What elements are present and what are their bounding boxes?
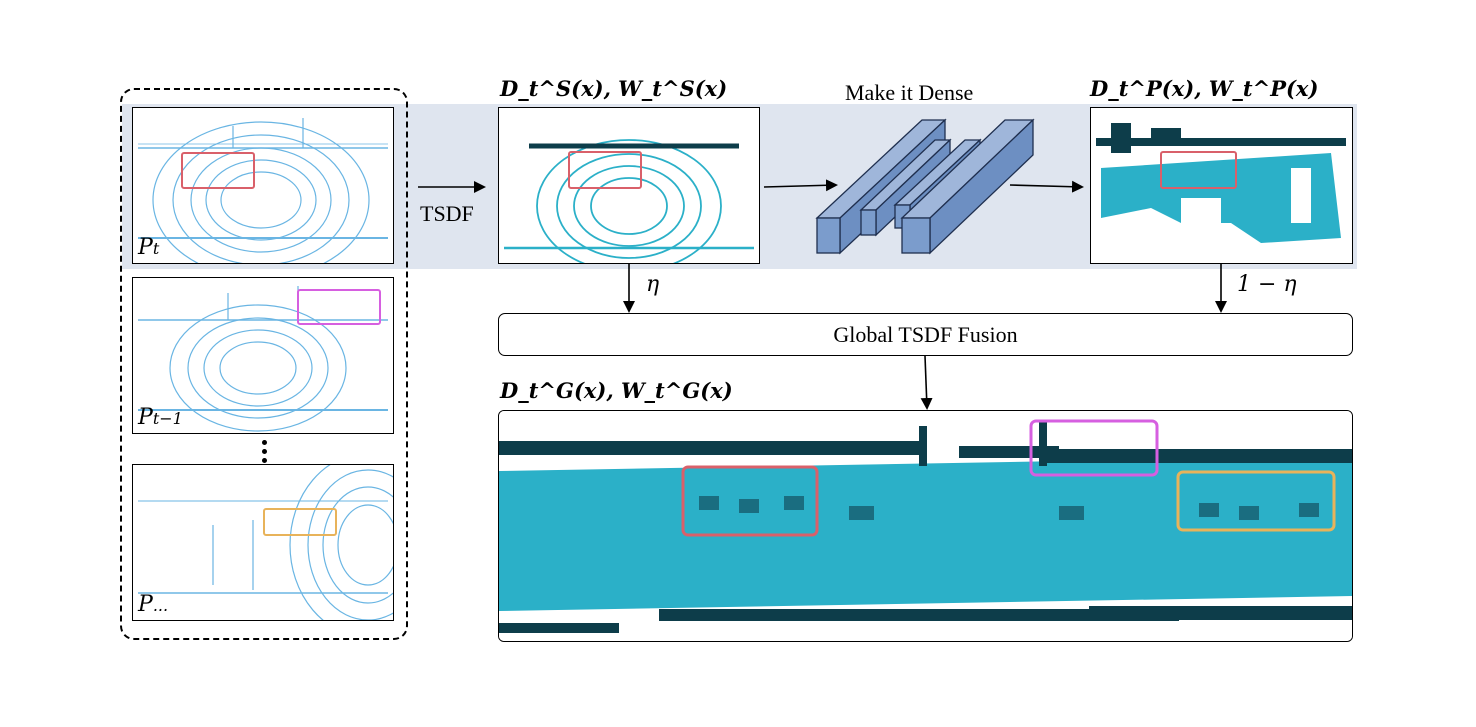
- highlight-magenta-box: [297, 289, 381, 325]
- sparse-tsdf-label: D_t^S(x), W_t^S(x): [500, 76, 728, 101]
- eta-weight-label: η: [646, 272, 660, 297]
- frame-label-earlier: P...: [138, 592, 169, 617]
- input-scan-earlier: P...: [132, 464, 394, 621]
- input-scan-t: Pt: [132, 107, 394, 264]
- scan-t-points: [138, 118, 388, 263]
- arrow-fusion-to-global: [920, 355, 933, 410]
- global-tsdf-label: D_t^G(x), W_t^G(x): [500, 378, 733, 403]
- predicted-tsdf-label: D_t^P(x), W_t^P(x): [1090, 76, 1319, 101]
- input-scans-group: [120, 88, 408, 640]
- scan-earlier-points: [138, 465, 393, 620]
- sparse-highlight-box: [568, 151, 642, 189]
- global-highlight-red: [681, 465, 819, 537]
- sparse-tsdf-points: [504, 139, 754, 263]
- predicted-tsdf-panel: [1090, 107, 1353, 264]
- ellipsis-dots: [262, 440, 268, 467]
- sparse-tsdf-panel: [498, 107, 760, 264]
- one-minus-eta-weight-label: 1 − η: [1237, 272, 1297, 297]
- frame-label-t-minus-1: Pt−1: [138, 405, 183, 430]
- global-highlight-magenta: [1029, 419, 1159, 477]
- arrow-network-to-predicted: [1009, 180, 1084, 193]
- make-it-dense-title: Make it Dense: [845, 80, 974, 105]
- input-scan-t-minus-1: Pt−1: [132, 277, 394, 434]
- global-tsdf-map-panel: [498, 410, 1353, 642]
- tsdf-label: TSDF: [420, 201, 474, 226]
- global-tsdf-map: [499, 411, 1352, 641]
- frame-label-t: Pt: [138, 235, 160, 260]
- highlight-red-box: [181, 152, 255, 189]
- highlight-orange-box: [263, 508, 337, 536]
- scan-t-minus-1-points: [138, 286, 388, 432]
- global-highlight-orange: [1176, 470, 1336, 532]
- global-tsdf-fusion-box: Global TSDF Fusion: [498, 313, 1353, 356]
- predicted-highlight-box: [1160, 151, 1237, 189]
- arrow-sparse-to-network: [763, 179, 838, 192]
- predicted-tsdf-surface: [1091, 108, 1352, 263]
